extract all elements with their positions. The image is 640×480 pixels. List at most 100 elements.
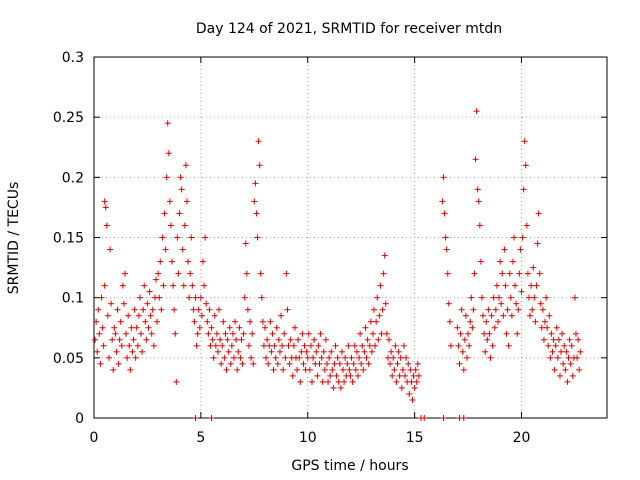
x-tick-label: 0	[90, 430, 99, 446]
grid-layer	[94, 57, 607, 418]
tick-layer: 0 0.05 0.1 0.15 0.2 0.25 0.3 0 5 10 15 20	[53, 50, 607, 446]
data-point	[262, 324, 268, 331]
data-point	[467, 318, 474, 325]
data-point	[519, 234, 526, 241]
data-point	[160, 282, 167, 289]
data-point	[310, 354, 317, 361]
data-point	[483, 318, 490, 325]
data-point	[379, 306, 386, 313]
data-point	[128, 324, 135, 331]
data-point	[537, 300, 544, 307]
data-point	[520, 186, 527, 193]
data-point	[566, 336, 573, 343]
data-point	[241, 294, 248, 301]
data-point	[147, 312, 154, 319]
data-point	[320, 348, 327, 355]
y-tick-label: 0.25	[53, 110, 84, 126]
data-point	[460, 366, 467, 373]
data-point	[145, 324, 152, 331]
data-point	[493, 282, 500, 289]
data-point	[367, 318, 374, 325]
data-point	[393, 378, 400, 385]
data-point	[112, 330, 119, 337]
data-point	[353, 348, 360, 355]
data-point	[178, 186, 185, 193]
data-point	[92, 336, 99, 343]
data-point	[319, 378, 326, 385]
data-point	[240, 330, 247, 337]
data-point	[381, 252, 388, 259]
data-point	[335, 378, 342, 385]
data-point	[317, 330, 324, 337]
data-point	[413, 378, 420, 385]
data-point	[455, 342, 462, 349]
data-point	[237, 354, 244, 361]
data-point	[525, 294, 532, 301]
data-point	[270, 366, 277, 373]
data-point	[289, 372, 296, 379]
data-point	[306, 366, 313, 373]
data-point	[480, 312, 487, 319]
data-point	[470, 306, 477, 313]
data-point	[146, 288, 153, 295]
data-point	[334, 354, 341, 361]
data-point	[214, 348, 221, 355]
data-point	[108, 300, 115, 307]
data-point	[187, 270, 194, 277]
data-point	[396, 372, 403, 379]
data-point	[200, 258, 207, 265]
data-point	[216, 306, 223, 313]
data-point	[575, 336, 582, 343]
y-tick-label: 0.2	[62, 170, 84, 186]
data-point	[198, 312, 205, 319]
data-point	[140, 306, 147, 313]
data-point	[101, 198, 108, 205]
data-point	[309, 378, 316, 385]
data-point	[475, 198, 482, 205]
data-point	[217, 336, 224, 343]
data-point	[574, 354, 581, 361]
data-point	[372, 342, 379, 349]
data-point	[161, 210, 168, 217]
data-point	[279, 342, 286, 349]
data-point	[547, 354, 554, 361]
data-point	[154, 318, 161, 325]
data-point	[380, 270, 387, 277]
data-point	[190, 306, 197, 313]
data-point	[565, 354, 572, 361]
data-point	[274, 360, 281, 367]
data-point	[471, 270, 478, 277]
data-point	[223, 366, 230, 373]
data-point	[267, 318, 274, 325]
data-point	[524, 270, 531, 277]
data-point	[465, 330, 472, 337]
data-point	[126, 342, 133, 349]
data-point	[327, 372, 334, 379]
data-point	[133, 324, 140, 331]
data-point	[231, 354, 238, 361]
data-point	[182, 162, 189, 169]
data-point	[271, 342, 278, 349]
data-point	[376, 312, 383, 319]
data-point	[188, 234, 195, 241]
data-point	[104, 312, 111, 319]
data-point	[414, 360, 421, 367]
data-point	[228, 342, 235, 349]
data-point	[111, 324, 118, 331]
data-point	[196, 324, 203, 331]
y-tick-label: 0.15	[53, 231, 84, 247]
data-point	[383, 330, 390, 337]
data-point	[120, 300, 127, 307]
data-point	[155, 270, 162, 277]
data-point	[311, 336, 318, 343]
data-point	[375, 336, 382, 343]
data-point	[197, 294, 204, 301]
data-point	[110, 366, 117, 373]
data-point	[576, 366, 583, 373]
data-point	[263, 354, 270, 361]
data-point	[363, 354, 370, 361]
data-point	[129, 348, 136, 355]
data-point	[563, 348, 570, 355]
data-point	[175, 270, 182, 277]
data-point	[362, 324, 369, 331]
